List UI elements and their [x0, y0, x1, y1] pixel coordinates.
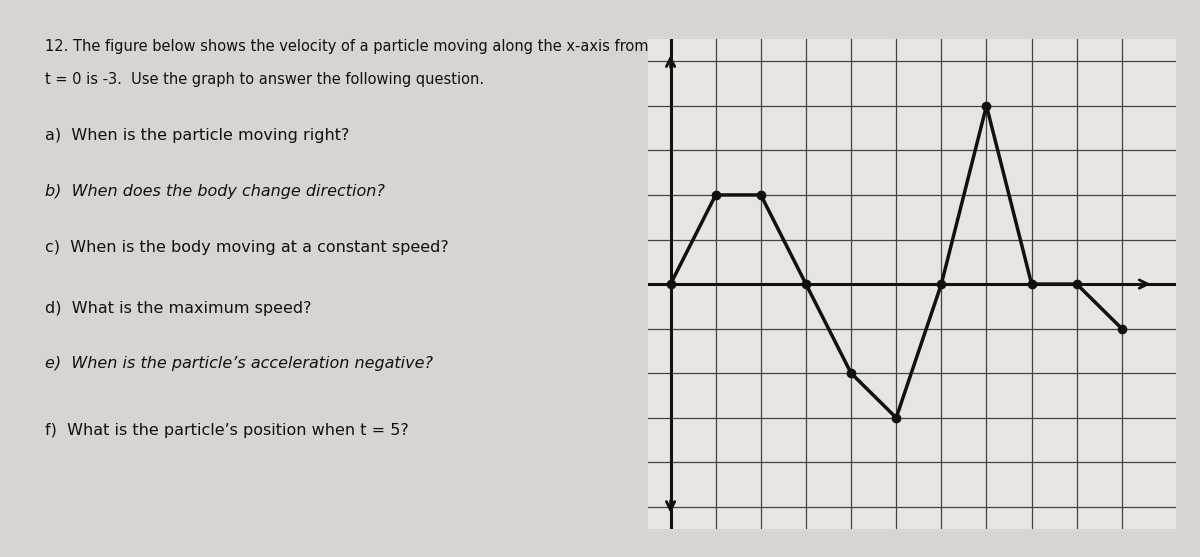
Text: 12. The figure below shows the velocity of a particle moving along the x-axis fr: 12. The figure below shows the velocity … [46, 39, 925, 54]
Text: c)  When is the body moving at a constant speed?: c) When is the body moving at a constant… [46, 240, 449, 255]
Text: e)  When is the particle’s acceleration negative?: e) When is the particle’s acceleration n… [46, 356, 433, 372]
Text: a)  When is the particle moving right?: a) When is the particle moving right? [46, 128, 349, 143]
Text: d)  What is the maximum speed?: d) What is the maximum speed? [46, 301, 312, 316]
Text: f)  What is the particle’s position when t = 5?: f) What is the particle’s position when … [46, 423, 409, 438]
Text: b)  When does the body change direction?: b) When does the body change direction? [46, 184, 385, 199]
Text: t = 0 is -3.  Use the graph to answer the following question.: t = 0 is -3. Use the graph to answer the… [46, 72, 485, 87]
